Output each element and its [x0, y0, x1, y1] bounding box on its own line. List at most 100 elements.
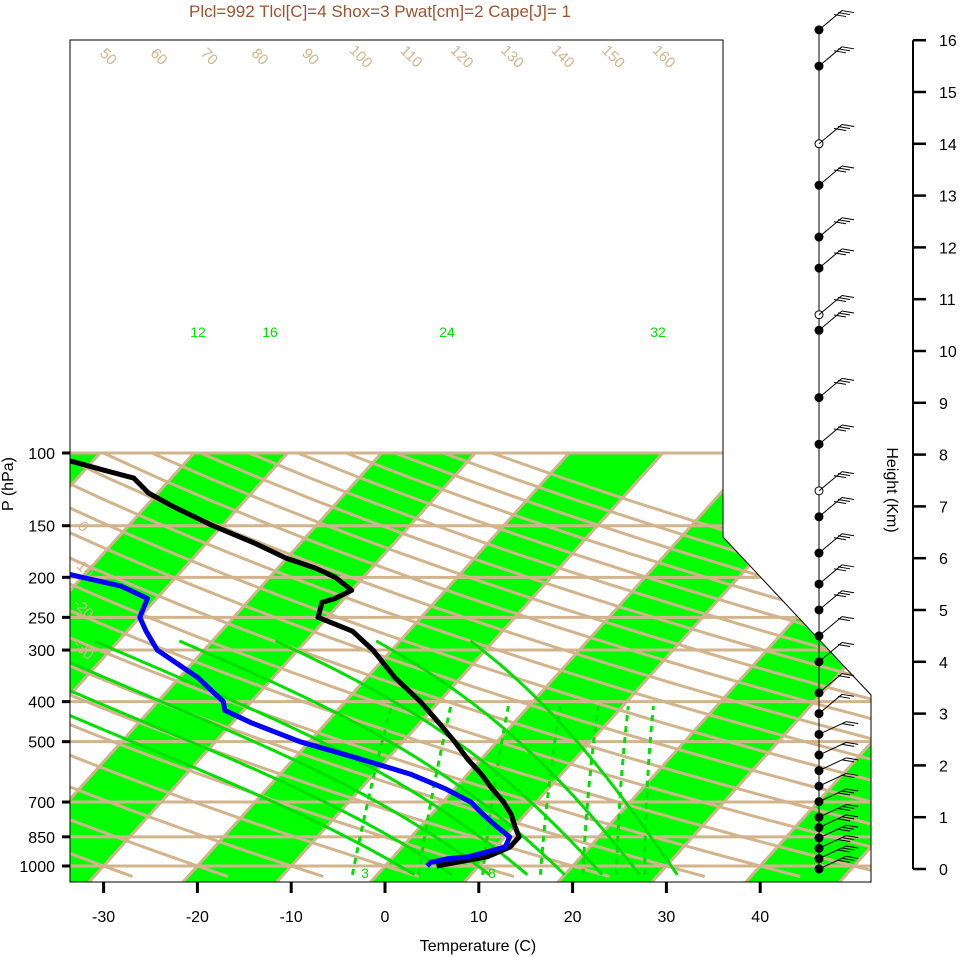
wind-barb-flag — [841, 471, 855, 475]
wind-barb-flag — [838, 859, 851, 863]
x-tick-label: -30 — [92, 909, 115, 926]
wind-barb-shaft — [818, 295, 843, 316]
dry-adiabat-line — [151, 451, 871, 878]
isotherm-label: 90 — [298, 45, 322, 69]
isotherm-label: 40 — [725, 280, 749, 304]
wind-barb-flag — [837, 644, 851, 648]
isotherm-label: 50 — [96, 45, 120, 69]
wind-barb-flag — [841, 533, 855, 537]
wind-barb-shaft — [818, 741, 847, 756]
dry-adiabat-line — [70, 451, 871, 878]
height-tick-label: 16 — [939, 33, 957, 50]
y-tick-label: 1000 — [19, 859, 55, 876]
dry-adiabat-line — [70, 451, 871, 878]
isotherm-label: 80 — [248, 45, 272, 69]
wind-barb-shaft — [818, 824, 847, 839]
y-tick-label: 850 — [28, 830, 55, 847]
wind-barb-shaft — [818, 10, 843, 31]
wind-barb-flag — [838, 839, 851, 843]
wind-barb-flag — [842, 743, 855, 747]
isotherm-band — [738, 453, 871, 882]
dry-adiabat-line — [70, 451, 706, 878]
wind-barb-shaft — [818, 46, 843, 67]
wind-barb-flag — [846, 804, 859, 808]
wind-barb-flag — [838, 808, 851, 812]
wind-barb-flag — [838, 828, 851, 832]
wind-barb-shaft — [818, 124, 843, 145]
wind-barb-shaft — [818, 757, 847, 772]
wind-barb-flag — [841, 590, 855, 594]
y-tick-label: 100 — [28, 446, 55, 463]
height-tick-label: 4 — [939, 655, 948, 672]
dry-adiabat-line — [70, 451, 420, 878]
moist-adiabat-line — [70, 639, 454, 877]
wind-barb-shaft — [818, 424, 843, 445]
wind-barb-shaft — [818, 377, 843, 399]
moist-adiabat-line — [274, 639, 604, 876]
wind-barb-flag — [837, 296, 851, 300]
dry-adiabat-line — [70, 451, 871, 878]
wind-barb-flag — [837, 126, 851, 130]
wind-barb-flag — [837, 535, 851, 539]
wind-barb-flag — [838, 818, 851, 822]
wind-barb-flag — [841, 693, 855, 697]
isotherm-band — [70, 453, 288, 882]
wind-barb-flag — [842, 826, 855, 830]
x-tick-label: -20 — [186, 909, 209, 926]
dry-adiabat-line — [70, 451, 871, 878]
dry-adiabat-line — [70, 451, 871, 878]
wind-barb-shaft — [818, 673, 843, 694]
wind-barb-flag — [833, 128, 847, 132]
wind-barb-flag — [837, 250, 851, 254]
wind-barb-shaft — [818, 310, 843, 331]
mixing-ratio-label: 24 — [439, 324, 455, 340]
wind-barb-flag — [846, 788, 859, 792]
wind-barb-flag — [841, 10, 855, 14]
isotherm-label: 30 — [725, 361, 749, 385]
dewpoint-line — [70, 451, 513, 868]
wind-barb-flag — [838, 849, 851, 853]
x-tick-label: 40 — [751, 909, 769, 926]
isotherm-label: 160 — [649, 42, 679, 72]
wind-barb-flag — [833, 537, 847, 541]
wind-barb-shaft — [818, 845, 847, 860]
isotherm-band — [551, 453, 871, 882]
pressure-axis: 100 150 200 250 300 400 500 700 850 1000 — [19, 40, 71, 882]
wind-barb-flag — [841, 310, 855, 314]
wind-barb-shaft — [818, 721, 847, 735]
wind-barb-shaft — [818, 855, 847, 870]
height-tick-label: 14 — [939, 137, 957, 154]
wind-barb-flag — [841, 673, 855, 677]
dry-adiabat-line — [199, 451, 871, 878]
wind-barb-flag — [837, 675, 851, 679]
wind-barb-shaft — [818, 217, 843, 238]
wind-barb-flag — [841, 124, 855, 128]
wind-barb-column — [814, 10, 859, 874]
wind-barb-flag — [841, 564, 855, 568]
wind-barb-shaft — [818, 471, 843, 492]
wind-barb-flag — [833, 314, 847, 318]
height-tick-label: 0 — [939, 862, 948, 879]
wind-barb-flag — [833, 50, 847, 54]
wind-barb-flag — [846, 721, 859, 725]
moist-adiabat-line — [70, 639, 491, 876]
mixing-ratio-label: 3 — [361, 865, 369, 881]
wind-barb-flag — [837, 48, 851, 52]
y-tick-label: 700 — [28, 795, 55, 812]
y-tick-label: 250 — [28, 610, 55, 627]
wind-barb-flag — [842, 837, 855, 841]
wind-barb-flag — [841, 496, 855, 500]
isotherm-line — [549, 451, 871, 882]
dry-adiabat-line — [70, 451, 871, 878]
mixing-ratio-labels: 12 16 24 32 3 8 — [190, 324, 666, 881]
wind-barb-flag — [842, 806, 855, 810]
wind-barb-shaft — [818, 835, 847, 849]
wind-barb-flag — [837, 498, 851, 502]
moist-adiabat-lines — [70, 639, 679, 877]
dry-adiabat-line — [70, 451, 324, 878]
x-tick-label: 10 — [470, 909, 488, 926]
isotherm-line — [70, 451, 196, 882]
moist-adiabat-line — [375, 639, 641, 876]
wind-barb-flag — [833, 169, 847, 173]
wind-barb-flag — [837, 592, 851, 596]
